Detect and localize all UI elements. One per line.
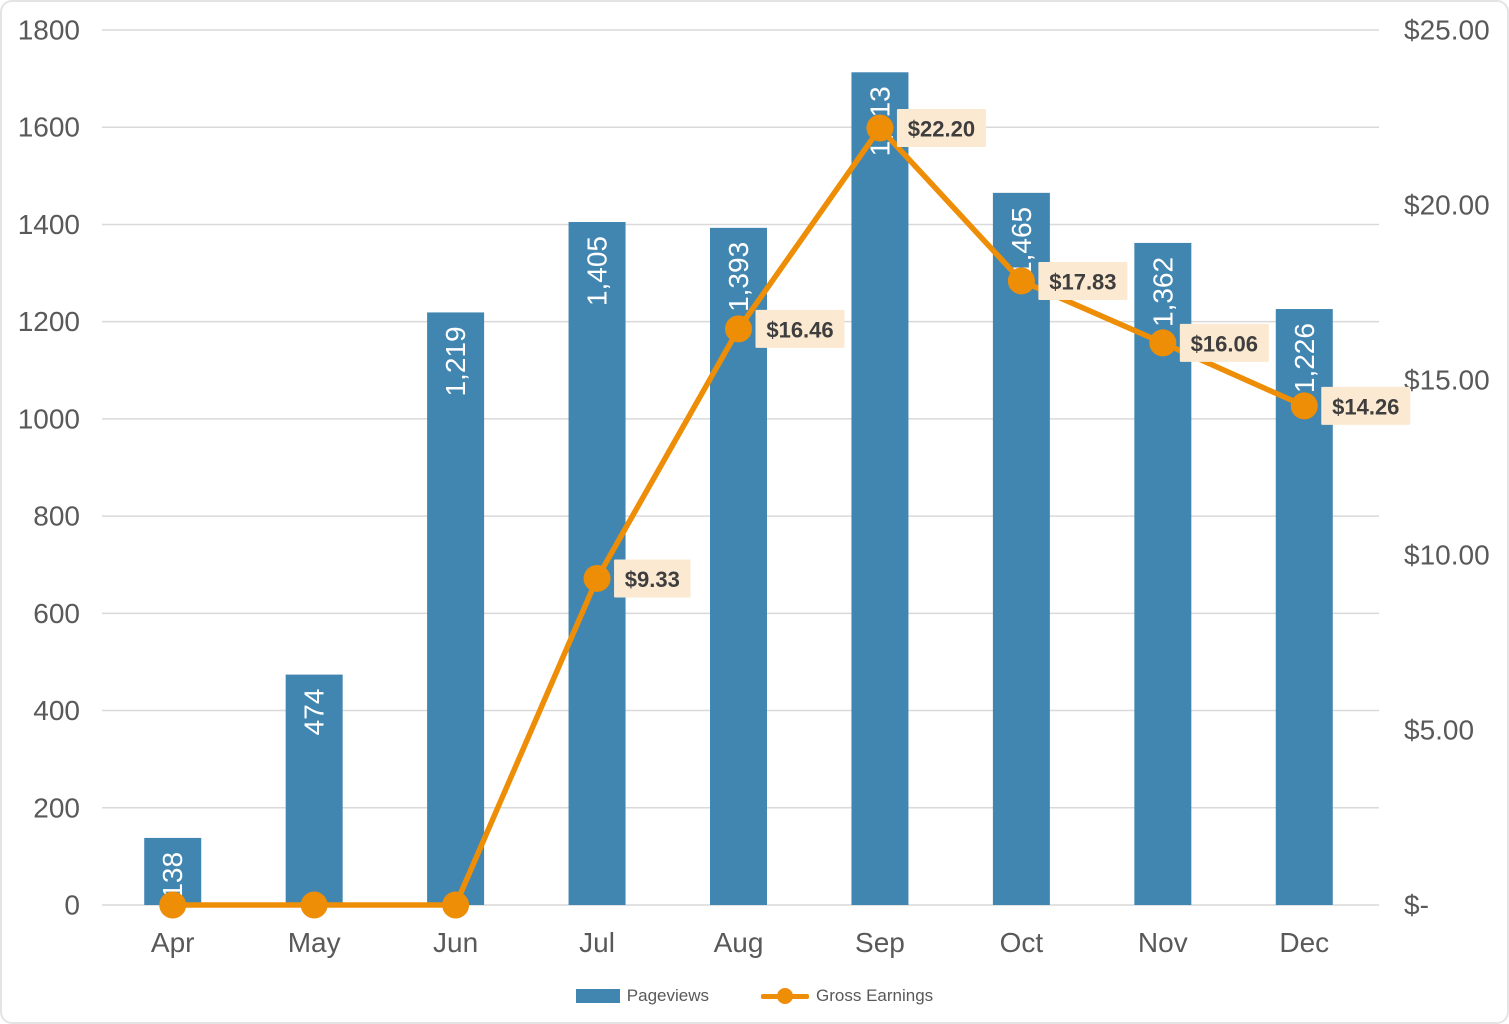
y-axis-right-tick-15: $15.00 xyxy=(1404,365,1490,396)
y-axis-left-tick-1200: 1200 xyxy=(18,306,80,337)
x-tick-jun: Jun xyxy=(433,927,478,958)
y-axis-left-tick-600: 600 xyxy=(33,598,80,629)
bar-may[interactable] xyxy=(285,674,343,905)
marker-oct[interactable] xyxy=(1007,267,1035,295)
line-label-bg-aug xyxy=(755,309,845,348)
y-axis-left-tick-1400: 1400 xyxy=(18,209,80,240)
bar-label-dec: 1,226 xyxy=(1289,323,1320,393)
marker-apr[interactable] xyxy=(159,891,187,919)
y-axis-right-tick-20: $20.00 xyxy=(1404,190,1490,221)
line-label-bg-oct xyxy=(1038,261,1128,300)
line-label-nov: $16.06 xyxy=(1191,331,1258,356)
legend-label-pageviews: Pageviews xyxy=(626,986,710,1005)
line-label-bg-jul xyxy=(614,559,691,598)
x-tick-may: May xyxy=(288,927,341,958)
x-tick-aug: Aug xyxy=(714,927,764,958)
line-label-jul: $9.33 xyxy=(625,567,680,592)
pageviews-swatch-icon xyxy=(575,989,620,1003)
y-axis-left-tick-1800: 1800 xyxy=(18,15,80,46)
bar-label-jun: 1,219 xyxy=(440,326,471,396)
legend-item-pageviews[interactable]: Pageviews xyxy=(575,986,710,1006)
x-tick-nov: Nov xyxy=(1138,927,1188,958)
marker-nov[interactable] xyxy=(1149,329,1177,357)
line-label-oct: $17.83 xyxy=(1049,269,1116,294)
y-axis-right-tick-10: $10.00 xyxy=(1404,540,1490,571)
marker-dec[interactable] xyxy=(1290,392,1318,420)
bar-label-may: 474 xyxy=(299,689,330,736)
x-tick-apr: Apr xyxy=(151,927,195,958)
line-label-bg-dec xyxy=(1321,386,1411,425)
bar-label-apr: 138 xyxy=(157,852,188,899)
x-tick-oct: Oct xyxy=(1000,927,1044,958)
gross-earnings-line-icon xyxy=(761,988,810,1004)
y-axis-left-tick-800: 800 xyxy=(33,501,80,532)
y-axis-left-tick-0: 0 xyxy=(64,890,80,921)
bar-oct[interactable] xyxy=(992,192,1050,905)
marker-may[interactable] xyxy=(300,891,328,919)
line-label-sep: $22.20 xyxy=(908,117,975,142)
bar-label-nov: 1,362 xyxy=(1147,257,1178,327)
y-axis-left-tick-1600: 1600 xyxy=(18,112,80,143)
marker-jun[interactable] xyxy=(442,891,470,919)
legend-item-gross-earnings[interactable]: Gross Earnings xyxy=(761,986,933,1006)
line-label-dec: $14.26 xyxy=(1332,394,1399,419)
x-tick-jul: Jul xyxy=(579,927,615,958)
y-axis-right-tick-5: $5.00 xyxy=(1404,715,1474,746)
y-axis-left-tick-1000: 1000 xyxy=(18,403,80,434)
x-tick-dec: Dec xyxy=(1279,927,1329,958)
y-axis-left-tick-200: 200 xyxy=(33,792,80,823)
line-label-bg-sep xyxy=(896,109,986,147)
y-axis-right-tick-25: $25.00 xyxy=(1404,15,1490,46)
legend-label-gross-earnings: Gross Earnings xyxy=(816,986,934,1005)
y-axis-left-tick-400: 400 xyxy=(33,695,80,726)
bar-label-oct: 1,465 xyxy=(1006,207,1037,277)
marker-sep[interactable] xyxy=(866,114,894,142)
marker-aug[interactable] xyxy=(725,315,752,343)
line-label-bg-nov xyxy=(1179,323,1269,362)
marker-jul[interactable] xyxy=(583,564,611,592)
bar-sep[interactable] xyxy=(851,72,909,905)
bar-jun[interactable] xyxy=(427,312,485,905)
legend: Pageviews Gross Earnings xyxy=(2,986,1507,1006)
x-tick-sep: Sep xyxy=(855,927,905,958)
bar-label-jul: 1,405 xyxy=(582,236,613,306)
bar-label-aug: 1,393 xyxy=(723,242,754,312)
y-axis-right-tick-0: $- xyxy=(1404,890,1429,921)
line-label-aug: $16.46 xyxy=(766,317,833,342)
